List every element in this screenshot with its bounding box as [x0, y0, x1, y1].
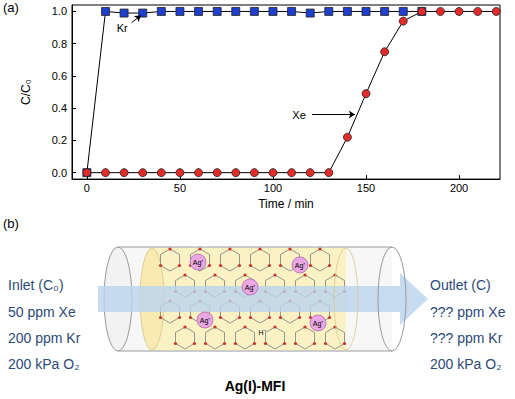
svg-text:0.0: 0.0	[52, 167, 67, 179]
svg-text:150: 150	[357, 182, 375, 194]
svg-text:Ag⁺: Ag⁺	[200, 317, 212, 325]
svg-text:Inlet (C₀): Inlet (C₀)	[8, 277, 64, 293]
svg-text:(a): (a)	[3, 0, 19, 15]
svg-text:Outlet (C): Outlet (C)	[430, 277, 491, 293]
svg-text:Ag⁺: Ag⁺	[313, 320, 325, 328]
svg-text:Ag⁺: Ag⁺	[245, 284, 257, 292]
svg-text:1.0: 1.0	[52, 5, 67, 17]
svg-text:0: 0	[84, 182, 90, 194]
svg-text:50: 50	[174, 182, 186, 194]
svg-text:0.8: 0.8	[52, 38, 67, 50]
svg-text:200 ppm Kr: 200 ppm Kr	[8, 330, 81, 346]
svg-text:H⁺: H⁺	[258, 329, 266, 336]
svg-text:Ag(I)-MFI: Ag(I)-MFI	[225, 378, 286, 394]
svg-text:0.4: 0.4	[52, 102, 67, 114]
svg-text:0.2: 0.2	[52, 134, 67, 146]
svg-text:(b): (b)	[3, 216, 19, 231]
svg-text:200 kPa O₂: 200 kPa O₂	[8, 356, 80, 372]
svg-text:C/C₀: C/C₀	[19, 79, 33, 105]
svg-text:0.6: 0.6	[52, 70, 67, 82]
svg-text:Kr: Kr	[117, 22, 128, 34]
svg-text:50 ppm Xe: 50 ppm Xe	[8, 304, 76, 320]
svg-text:100: 100	[264, 182, 282, 194]
svg-text:Ag⁺: Ag⁺	[193, 259, 205, 267]
svg-text:Time / min: Time / min	[258, 197, 314, 211]
svg-text:??? ppm Kr: ??? ppm Kr	[430, 330, 503, 346]
svg-text:Ag⁺: Ag⁺	[295, 262, 307, 270]
svg-text:200: 200	[450, 182, 468, 194]
svg-text:??? ppm Xe: ??? ppm Xe	[430, 304, 506, 320]
svg-text:200 kPa O₂: 200 kPa O₂	[430, 356, 502, 372]
svg-text:Xe: Xe	[292, 109, 305, 121]
